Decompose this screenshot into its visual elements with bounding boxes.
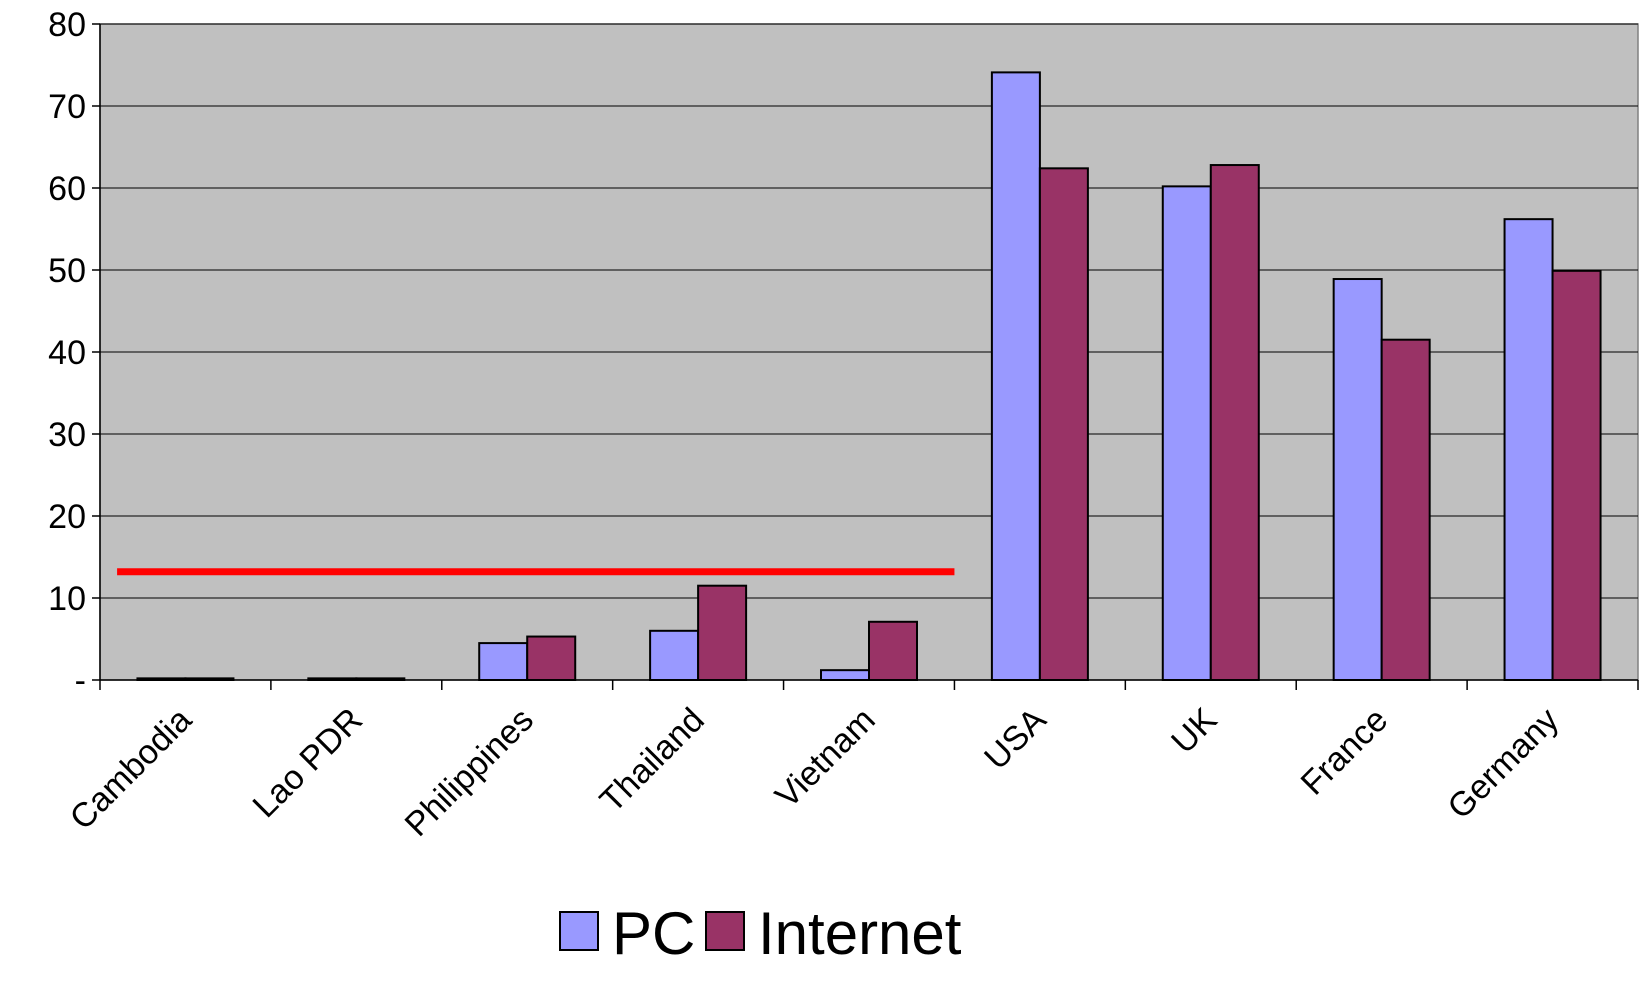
category-label: Vietnam xyxy=(768,701,883,816)
bar-pc-uk xyxy=(1161,185,1212,682)
y-tick-label: - xyxy=(75,662,86,700)
bar-internet-vietnam xyxy=(868,620,918,682)
bar-internet-france xyxy=(1380,338,1431,681)
bar-internet-usa xyxy=(1038,167,1089,681)
category-labels: Cambodia Lao PDR Philippines Thailand Vietna… xyxy=(63,701,1567,844)
legend-label-pc: PC xyxy=(612,900,695,967)
category-label: Philippines xyxy=(398,701,541,844)
category-label: France xyxy=(1294,701,1396,803)
y-tick-label: 80 xyxy=(48,6,86,44)
y-tick-label: 20 xyxy=(48,498,86,536)
bar-internet-germany xyxy=(1551,269,1602,681)
bar-internet-philippines xyxy=(526,635,577,681)
y-tick-labels: - 10 20 30 40 50 60 70 80 xyxy=(48,6,86,700)
legend-label-internet: Internet xyxy=(758,900,962,967)
bar-pc-philippines xyxy=(478,642,529,681)
y-tick-label: 10 xyxy=(48,580,86,618)
category-label: Germany xyxy=(1440,701,1566,827)
category-label: USA xyxy=(977,701,1054,778)
y-tick-label: 70 xyxy=(48,88,86,126)
category-label: Thailand xyxy=(593,701,712,820)
y-tick-label: 30 xyxy=(48,416,86,454)
category-label: Cambodia xyxy=(63,701,200,838)
legend-swatch-pc xyxy=(559,911,599,951)
axes xyxy=(92,23,1639,690)
legend: PC Internet xyxy=(559,900,962,967)
bars xyxy=(136,71,1602,682)
legend-swatch-internet xyxy=(705,911,745,951)
bar-internet-uk xyxy=(1209,164,1260,682)
y-tick-label: 50 xyxy=(48,252,86,290)
y-tick-label: 40 xyxy=(48,334,86,372)
bar-pc-france xyxy=(1332,278,1383,681)
bar-pc-vietnam xyxy=(820,669,870,681)
category-label: Lao PDR xyxy=(246,701,370,825)
y-tick-label: 60 xyxy=(48,170,86,208)
category-label: UK xyxy=(1164,701,1224,761)
bar-internet-thailand xyxy=(697,584,748,682)
bar-pc-usa xyxy=(990,71,1041,681)
bar-pc-germany xyxy=(1503,218,1554,681)
bar-pc-thailand xyxy=(649,629,700,681)
